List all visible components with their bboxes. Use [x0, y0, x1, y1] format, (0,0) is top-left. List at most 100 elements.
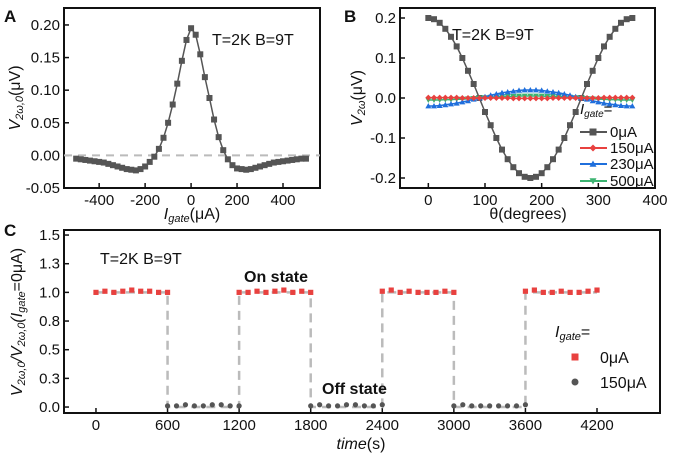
data-point-0μA: [433, 289, 439, 295]
label-part: /V: [9, 345, 26, 362]
x-tick-label: 300: [586, 192, 611, 209]
data-point: [238, 166, 245, 173]
data-point-230μA: [612, 101, 619, 108]
data-point: [247, 166, 254, 173]
legend-entry: 150μA: [600, 375, 647, 392]
data-point: [105, 160, 112, 167]
data-point-0μA: [388, 287, 394, 293]
data-point-0μA: [601, 43, 607, 50]
data-point: [73, 155, 80, 162]
y-axis-label: V2ω(μV): [349, 70, 368, 126]
data-point-0μA: [493, 135, 500, 141]
data-point-150μA: [343, 402, 350, 408]
data-point-150μA: [173, 403, 180, 409]
legend-entry: 500μA: [610, 173, 654, 190]
data-point-230μA: [595, 99, 602, 105]
data-point-0μA: [567, 122, 573, 129]
data-point-150μA: [544, 95, 551, 102]
data-point: [100, 159, 107, 166]
data-point: [151, 153, 158, 160]
data-point: [155, 145, 162, 152]
data-point-230μA: [623, 103, 630, 109]
data-point-230μA: [601, 100, 607, 106]
label-part: 2ω,0: [16, 322, 28, 348]
y-tick-label: 0.1: [375, 50, 396, 67]
y-tick-label: 0.05: [31, 115, 60, 132]
data-point: [201, 74, 208, 81]
on-state-label: On state: [244, 269, 308, 286]
data-point-230μA: [448, 101, 454, 107]
data-point: [188, 25, 195, 32]
data-point: [275, 158, 282, 165]
x-tick-label: 1200: [222, 417, 255, 434]
data-point: [206, 95, 213, 101]
data-point: [261, 162, 268, 169]
data-point: [146, 158, 153, 165]
data-point-230μA: [510, 88, 517, 94]
data-point-150μA: [451, 403, 457, 409]
data-point-230μA: [487, 92, 494, 98]
y-tick-label: -0.2: [370, 170, 396, 187]
x-tick-label: 100: [472, 192, 497, 209]
data-point-0μA: [470, 81, 477, 87]
data-point: [123, 166, 130, 173]
y-axis-label: V2ω,0(μV): [7, 65, 26, 130]
data-point-150μA: [513, 403, 520, 409]
data-point: [86, 157, 93, 164]
data-point-0μA: [516, 170, 522, 177]
data-point-150μA: [470, 95, 477, 101]
data-point: [132, 167, 139, 174]
label-part: 2ω: [356, 100, 368, 116]
label-part: I: [164, 206, 169, 223]
data-point-150μA: [493, 95, 500, 101]
data-point-230μA: [550, 89, 556, 95]
data-point-230μA: [493, 91, 500, 97]
y-tick-label: -0.05: [26, 180, 60, 197]
data-point-150μA: [538, 95, 545, 102]
data-point: [91, 158, 98, 165]
legend-marker: [589, 160, 597, 167]
data-point-150μA: [442, 94, 449, 101]
data-point-230μA: [442, 101, 449, 108]
data-point-230μA: [538, 87, 545, 93]
data-point-0μA: [453, 43, 460, 50]
data-point-0μA: [572, 109, 579, 115]
x-tick-label: 400: [642, 192, 667, 209]
data-point-150μA: [601, 94, 607, 101]
data-point-150μA: [460, 402, 466, 408]
data-point-150μA: [453, 94, 460, 101]
data-point-150μA: [584, 95, 590, 101]
data-point-0μA: [120, 288, 126, 294]
data-point-0μA: [618, 19, 624, 26]
data-point-0μA: [397, 289, 403, 295]
label-part: =0μA): [9, 248, 26, 291]
label-part: V: [9, 384, 26, 396]
data-point: [266, 160, 273, 167]
data-point-0μA: [451, 289, 457, 295]
data-point-0μA: [606, 33, 613, 40]
data-point-150μA: [567, 95, 573, 101]
data-point: [128, 166, 135, 173]
data-point-0μA: [558, 288, 564, 294]
label-part: 2ω,0: [16, 361, 28, 387]
data-point: [252, 164, 259, 171]
data-point-150μA: [572, 95, 579, 101]
data-point-230μA: [561, 91, 568, 97]
data-point-150μA: [527, 95, 534, 102]
x-tick-label: 400: [270, 192, 295, 209]
data-point: [142, 163, 149, 170]
y-tick-label: 0.15: [31, 50, 60, 67]
legend-entry: 0μA: [610, 124, 637, 141]
data-point-150μA: [487, 95, 494, 101]
legend-entry: 0μA: [600, 350, 629, 367]
label-part: I: [555, 324, 560, 341]
data-point-0μA: [281, 287, 287, 293]
annotation-conditions: T=2K B=9T: [100, 251, 182, 268]
label-part: 2ω,0: [14, 95, 26, 121]
data-point-230μA: [567, 92, 573, 98]
y-tick-label: 1.3: [39, 256, 60, 273]
data-point: [77, 156, 84, 163]
data-point-150μA: [469, 403, 475, 409]
x-tick-label: 2400: [366, 417, 399, 434]
